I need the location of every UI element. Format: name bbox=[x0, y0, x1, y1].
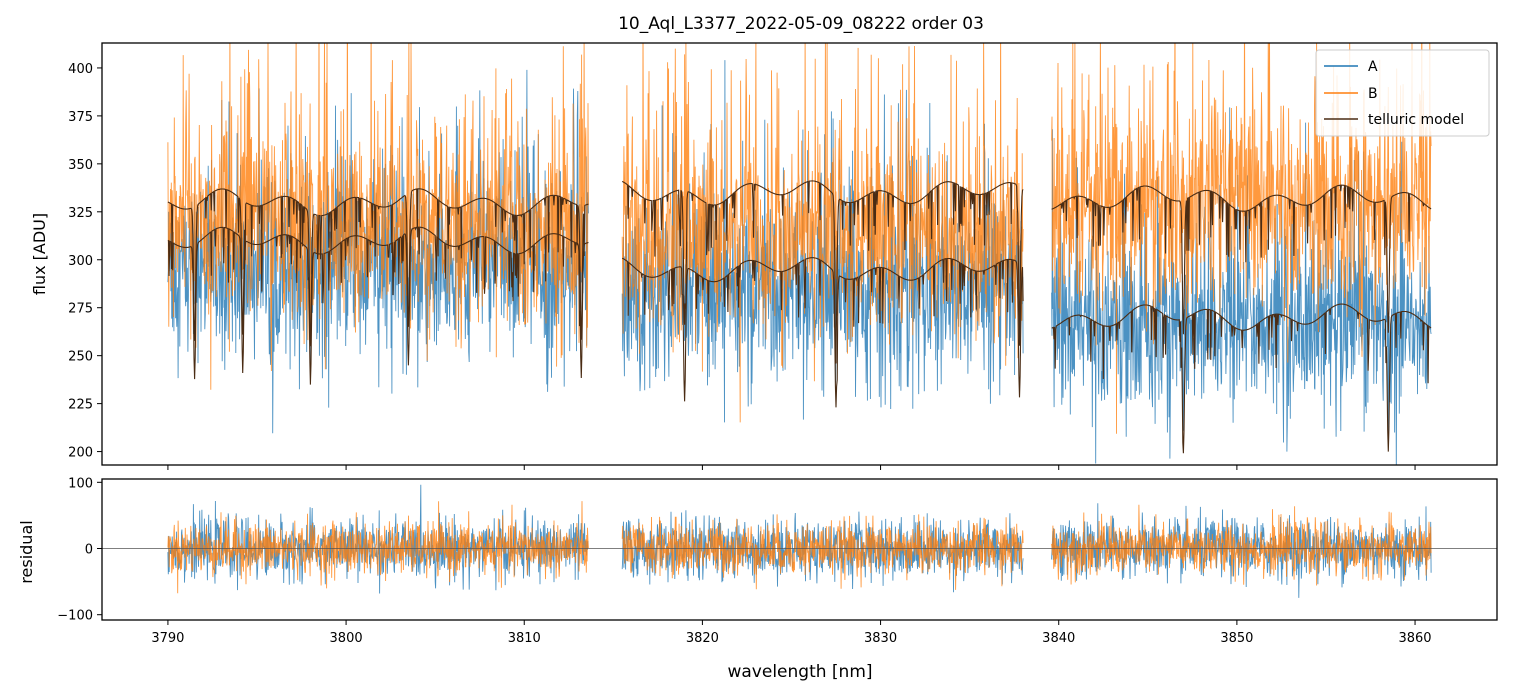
legend-label-b: B bbox=[1368, 86, 1378, 102]
bottom-y-tick-label: −100 bbox=[57, 609, 93, 624]
residual-b-segment-2 bbox=[621, 514, 1024, 590]
top-y-tick-label: 350 bbox=[68, 158, 93, 173]
legend-label-telluric: telluric model bbox=[1368, 112, 1464, 128]
x-tick-label: 3860 bbox=[1398, 631, 1431, 646]
top-y-tick-label: 375 bbox=[68, 110, 93, 125]
x-tick-label: 3790 bbox=[151, 631, 184, 646]
telluric-model-a-segment-1 bbox=[167, 188, 589, 347]
bottom-x-axis: 3790 3800 3810 3820 3830 3840 3850 3860 bbox=[151, 620, 1432, 646]
telluric-model-b-segment-1 bbox=[167, 226, 589, 385]
x-tick-label: 3840 bbox=[1042, 631, 1075, 646]
bottom-axes-frame bbox=[101, 478, 1498, 621]
x-tick-label: 3830 bbox=[864, 631, 897, 646]
legend-label-a: A bbox=[1368, 59, 1378, 75]
top-y-tick-label: 250 bbox=[68, 350, 93, 365]
telluric-model-b-segment-3 bbox=[1051, 303, 1432, 454]
telluric-model-a-segment-3 bbox=[1051, 184, 1432, 335]
chart-title: 10_Aql_L3377_2022-05-09_08222 order 03 bbox=[618, 14, 984, 34]
top-plot-area bbox=[167, 43, 1432, 465]
top-y-tick-label: 300 bbox=[68, 254, 93, 269]
bottom-y-tick-label: 0 bbox=[85, 543, 93, 558]
legend-box bbox=[1315, 49, 1490, 137]
top-panel: 200 225 250 275 300 325 350 375 400 flux [ADU] A… bbox=[30, 42, 1498, 470]
telluric-model-b-segment-2 bbox=[621, 257, 1024, 408]
x-tick-label: 3800 bbox=[330, 631, 363, 646]
residual-b-segment-1 bbox=[167, 501, 589, 594]
series-b-segment-3 bbox=[1051, 43, 1432, 434]
top-y-tick-label: 225 bbox=[68, 398, 93, 413]
bottom-y-axis: −100 0 100 bbox=[57, 476, 102, 624]
bottom-y-tick-label: 100 bbox=[68, 476, 93, 491]
x-axis-label: wavelength [nm] bbox=[727, 662, 872, 682]
top-y-axis-label: flux [ADU] bbox=[30, 213, 49, 295]
bottom-plot-area bbox=[102, 484, 1497, 598]
x-tick-label: 3820 bbox=[686, 631, 719, 646]
residual-b-segment-3 bbox=[1051, 504, 1432, 586]
x-tick-label: 3850 bbox=[1220, 631, 1253, 646]
top-y-axis: 200 225 250 275 300 325 350 375 400 bbox=[68, 62, 102, 461]
bottom-y-axis-label: residual bbox=[17, 520, 36, 583]
bottom-panel: −100 0 100 3790 3800 3810 3820 3830 3840 3850 386… bbox=[17, 476, 1498, 682]
top-y-tick-label: 325 bbox=[68, 206, 93, 221]
series-b-segment-2 bbox=[621, 43, 1024, 423]
x-tick-label: 3810 bbox=[508, 631, 541, 646]
series-a-segment-3 bbox=[1051, 107, 1432, 465]
top-y-tick-label: 275 bbox=[68, 302, 93, 317]
top-x-ticks bbox=[167, 465, 1416, 470]
top-y-tick-label: 400 bbox=[68, 62, 93, 77]
top-y-tick-label: 200 bbox=[68, 446, 93, 461]
top-axes-frame bbox=[101, 42, 1498, 466]
legend: A B telluric model bbox=[1315, 49, 1490, 137]
telluric-model-a-segment-2 bbox=[621, 180, 1024, 364]
series-b-segment-1 bbox=[167, 43, 589, 390]
